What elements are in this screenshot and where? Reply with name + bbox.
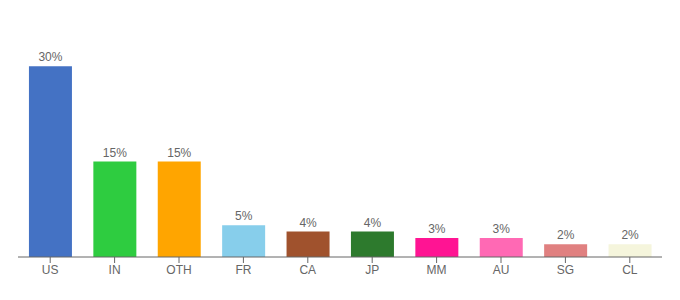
svg-text:5%: 5% [235, 209, 253, 223]
svg-text:CL: CL [622, 263, 638, 277]
svg-text:15%: 15% [103, 146, 127, 160]
svg-text:IN: IN [109, 263, 121, 277]
svg-text:CA: CA [299, 263, 316, 277]
svg-text:30%: 30% [38, 50, 62, 64]
svg-text:15%: 15% [167, 146, 191, 160]
svg-text:FR: FR [235, 263, 251, 277]
svg-text:AU: AU [493, 263, 510, 277]
svg-text:2%: 2% [621, 228, 639, 242]
svg-text:4%: 4% [364, 216, 382, 230]
svg-text:2%: 2% [557, 228, 575, 242]
svg-text:4%: 4% [299, 216, 317, 230]
svg-text:3%: 3% [428, 222, 446, 236]
svg-text:MM: MM [427, 263, 447, 277]
svg-text:JP: JP [365, 263, 379, 277]
svg-text:SG: SG [557, 263, 574, 277]
svg-text:US: US [42, 263, 59, 277]
svg-text:OTH: OTH [166, 263, 191, 277]
svg-text:3%: 3% [493, 222, 511, 236]
